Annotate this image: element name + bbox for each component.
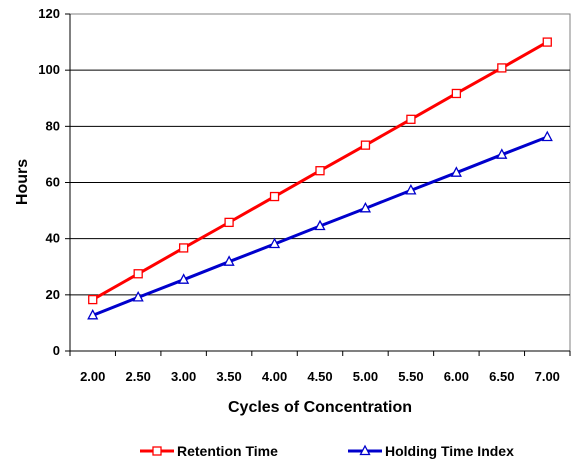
legend-label: Retention Time [177, 443, 278, 459]
legend: Retention Time Holding Time Index [140, 443, 514, 459]
triangle-marker [223, 255, 235, 266]
x-tick-label: 4.00 [262, 369, 287, 384]
x-tick-label: 5.50 [398, 369, 423, 384]
legend-label: Holding Time Index [385, 443, 514, 459]
square-marker [406, 114, 416, 124]
triangle-marker [450, 166, 462, 177]
triangle-marker [268, 237, 281, 249]
y-tick-label: 40 [46, 231, 60, 246]
series-lines [87, 37, 553, 320]
x-tick-label: 6.00 [444, 369, 469, 384]
square-marker [542, 37, 552, 47]
triangle-marker [496, 148, 508, 159]
legend-item: Retention Time [140, 443, 278, 459]
square-marker [269, 191, 280, 202]
square-marker [360, 140, 371, 150]
x-axis-title: Cycles of Concentration [228, 399, 412, 416]
square-marker [315, 166, 325, 176]
triangle-marker [541, 130, 553, 142]
triangle-marker [359, 201, 372, 213]
square-marker [152, 446, 162, 456]
y-tick-label: 20 [46, 287, 60, 302]
y-tick-label: 80 [46, 118, 60, 133]
x-tick-label: 2.00 [80, 369, 105, 384]
square-marker [88, 294, 98, 305]
y-tick-label: 120 [38, 6, 60, 21]
y-axis-title: Hours [14, 159, 31, 205]
square-marker [178, 243, 189, 253]
series-1 [88, 37, 552, 305]
x-tick-labels: 2.00 2.50 3.00 3.50 4.00 4.50 5.00 5.50 6.00 6.50… [80, 369, 560, 384]
y-tick-label: 100 [38, 62, 60, 77]
triangle-marker [132, 290, 144, 302]
x-tick-label: 2.50 [126, 369, 151, 384]
triangle-marker [178, 273, 190, 284]
triangle-marker [87, 308, 99, 320]
square-marker [133, 269, 143, 279]
triangle-marker [405, 183, 417, 195]
x-tick-label: 3.50 [216, 369, 241, 384]
y-tick-labels: 0 20 40 60 80 100 120 [38, 6, 60, 358]
square-marker [224, 217, 234, 228]
series-2 [87, 130, 553, 320]
x-tick-label: 4.50 [307, 369, 332, 384]
gridlines [65, 13, 570, 352]
x-tick-label: 6.50 [489, 369, 514, 384]
y-tick-label: 0 [53, 343, 60, 358]
x-tick-label: 3.00 [171, 369, 196, 384]
triangle-marker [314, 219, 326, 231]
y-tick-label: 60 [46, 175, 60, 190]
axes [69, 14, 571, 356]
x-tick-label: 7.00 [535, 369, 560, 384]
triangle-marker [359, 444, 371, 456]
legend-item: Holding Time Index [348, 443, 514, 459]
square-marker [451, 88, 462, 99]
x-tick-label: 5.00 [353, 369, 378, 384]
square-marker [497, 63, 507, 73]
